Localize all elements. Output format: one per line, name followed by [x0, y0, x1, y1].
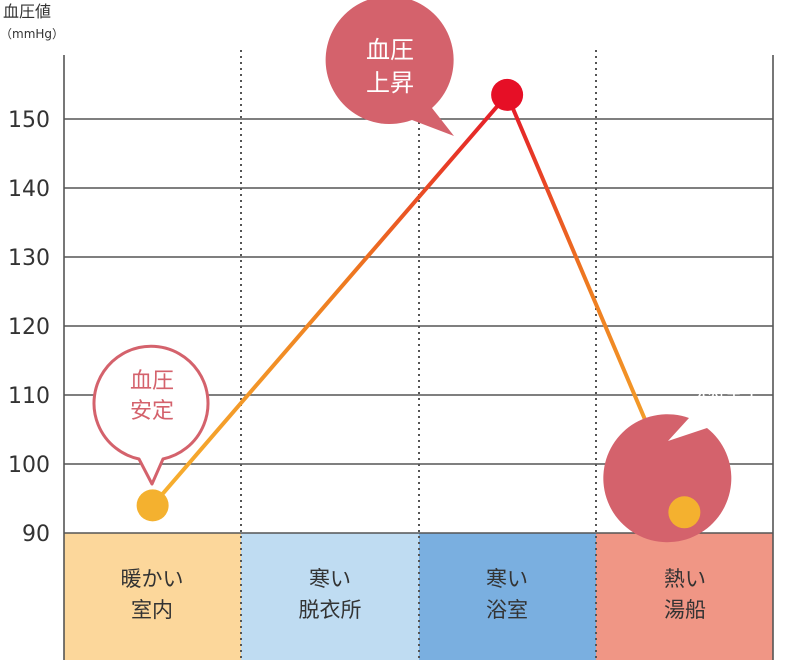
annotation-drop-bubble	[603, 414, 732, 543]
annotation-stable-line1: 血圧	[130, 369, 174, 394]
category-label-3-line1: 熱い	[664, 567, 706, 591]
category-label-0-line1: 暖かい	[121, 567, 184, 591]
y-tick-label-130: 130	[8, 246, 50, 271]
annotation-drop-line2: 急降下	[697, 377, 763, 402]
annotation-rise-bubble	[325, 0, 454, 136]
category-label-2-line1: 寒い	[486, 567, 528, 591]
y-tick-label-150: 150	[8, 108, 50, 133]
annotation-drop-line1: 血圧	[708, 345, 752, 370]
category-label-1-line1: 寒い	[309, 567, 351, 591]
category-band-2	[419, 533, 596, 660]
annotation-rise: 血圧 上昇	[325, 0, 454, 136]
category-band-1	[241, 533, 419, 660]
y-axis-title: 血圧値	[3, 2, 51, 21]
data-point-cold-bathroom	[491, 78, 524, 111]
series-line-rise	[150, 92, 510, 508]
category-band-0	[64, 533, 241, 660]
y-tick-label-100: 100	[8, 453, 50, 478]
annotation-rise-line2: 上昇	[366, 69, 414, 97]
annotation-stable: 血圧 安定	[92, 344, 210, 486]
y-tick-labels: 90 100 110 120 130 140 150	[8, 108, 50, 547]
data-point-warm-room	[136, 489, 169, 522]
category-label-3-line2: 湯船	[664, 598, 706, 622]
annotation-rise-line1: 血圧	[366, 36, 414, 64]
category-label-1-line2: 脱衣所	[299, 598, 362, 622]
data-point-hot-bathtub	[668, 496, 701, 529]
y-tick-label-140: 140	[8, 177, 50, 202]
category-labels: 暖かい 室内 寒い 脱衣所 寒い 浴室 熱い 湯船	[121, 567, 707, 622]
category-label-0-line2: 室内	[131, 598, 173, 622]
category-bands	[64, 533, 773, 660]
category-label-2-line2: 浴室	[486, 598, 528, 622]
y-tick-label-110: 110	[8, 384, 50, 409]
category-band-3	[596, 533, 773, 660]
annotation-stable-line2: 安定	[130, 399, 174, 424]
y-tick-label-90: 90	[22, 522, 50, 547]
annotation-stable-bubble	[92, 344, 210, 486]
y-axis-unit: （mmHg）	[0, 27, 64, 41]
y-tick-label-120: 120	[8, 315, 50, 340]
